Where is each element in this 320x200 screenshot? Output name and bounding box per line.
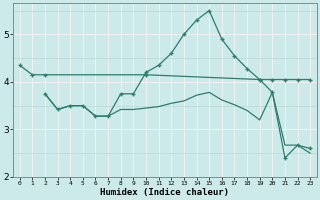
- X-axis label: Humidex (Indice chaleur): Humidex (Indice chaleur): [100, 188, 229, 197]
